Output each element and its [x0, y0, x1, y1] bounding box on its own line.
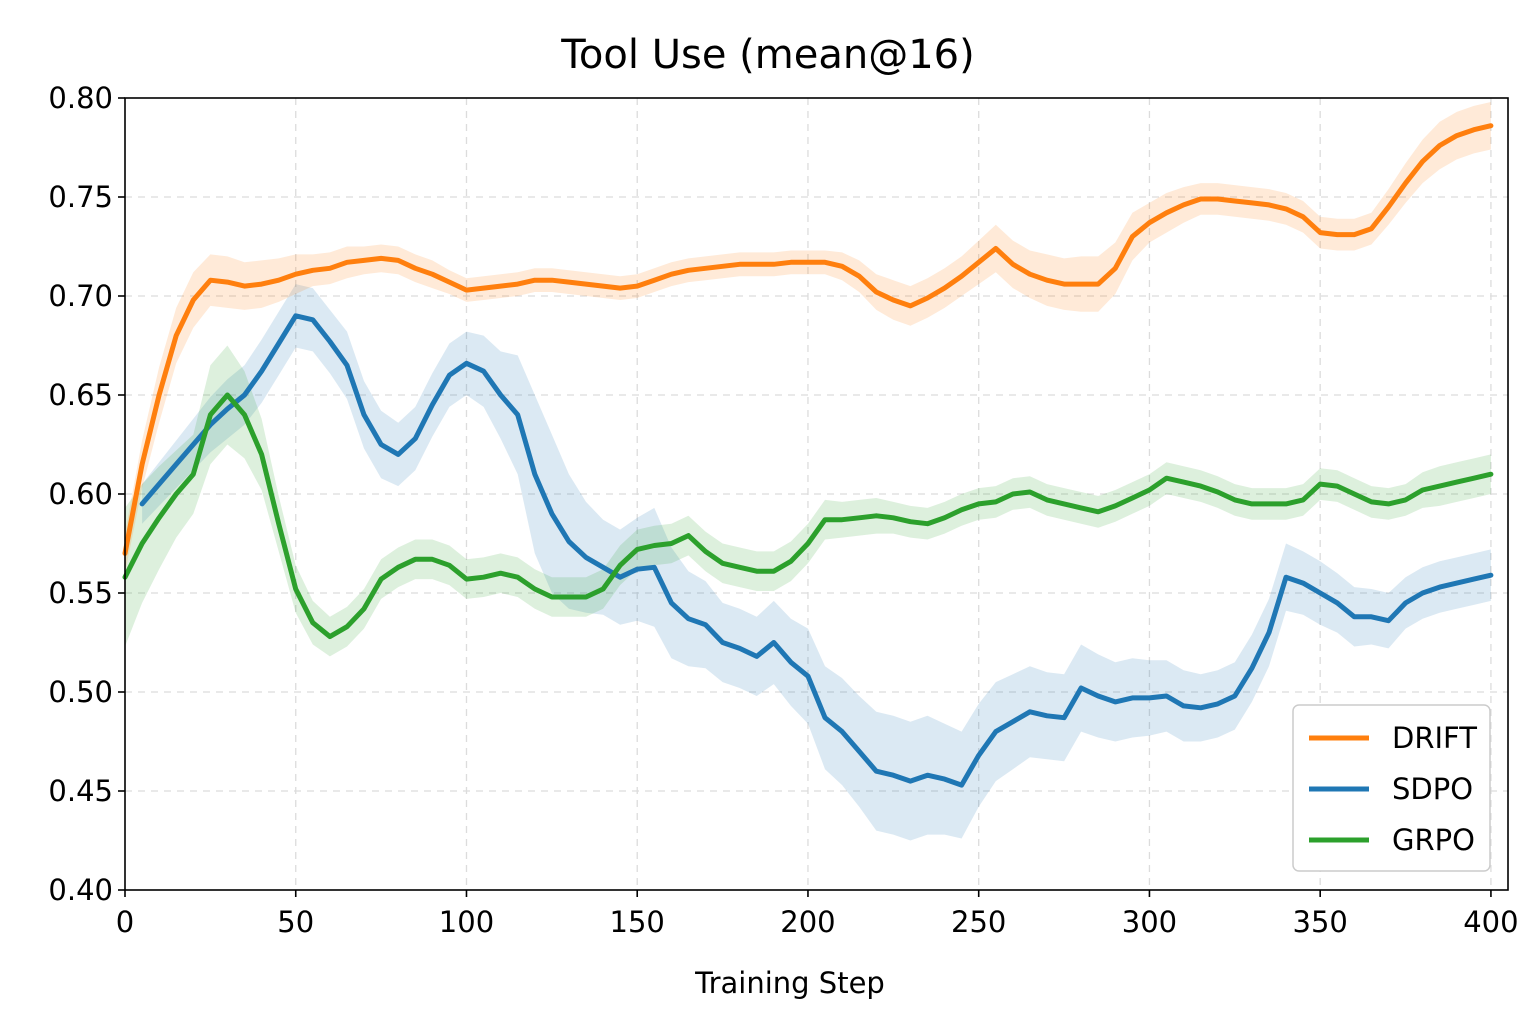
x-axis-label: Training Step — [694, 966, 885, 1000]
x-tick-label: 200 — [780, 905, 835, 939]
sdpo-band — [142, 284, 1491, 841]
y-tick-label: 0.45 — [48, 774, 113, 808]
sdpo-line — [139, 313, 1494, 788]
legend-label-grpo: GRPO — [1392, 823, 1475, 857]
y-tick-label: 0.70 — [48, 279, 113, 313]
y-tick-label: 0.65 — [48, 378, 113, 412]
legend-label-sdpo: SDPO — [1392, 772, 1473, 806]
legend-box — [1292, 704, 1491, 872]
x-tick-label: 0 — [116, 905, 134, 939]
y-tick-label: 0.60 — [48, 477, 113, 511]
legend-label-drift: DRIFT — [1392, 721, 1477, 755]
x-tick-label: 350 — [1293, 905, 1348, 939]
drift-line — [122, 123, 1494, 556]
y-tick-label: 0.75 — [48, 180, 113, 214]
x-axis-ticks: 0 50 100 150 200 250 300 350 400 — [116, 890, 1519, 939]
x-tick-label: 300 — [1122, 905, 1177, 939]
y-tick-label: 0.50 — [48, 675, 113, 709]
x-tick-label: 400 — [1463, 905, 1518, 939]
legend: DRIFT SDPO GRPO — [1292, 704, 1491, 872]
y-tick-label: 0.40 — [48, 873, 113, 907]
x-tick-label: 100 — [439, 905, 494, 939]
chart-title: Tool Use (mean@16) — [560, 32, 974, 78]
y-axis-ticks: 0.40 0.45 0.50 0.55 0.60 0.65 0.70 0.75 0.80 — [48, 81, 125, 907]
series-lines — [122, 123, 1494, 788]
x-tick-label: 50 — [277, 905, 314, 939]
x-tick-label: 150 — [610, 905, 665, 939]
y-tick-label: 0.80 — [48, 81, 113, 115]
x-tick-label: 250 — [951, 905, 1006, 939]
grpo-line — [122, 392, 1494, 640]
confidence-bands — [125, 102, 1491, 841]
y-tick-label: 0.55 — [48, 576, 113, 610]
